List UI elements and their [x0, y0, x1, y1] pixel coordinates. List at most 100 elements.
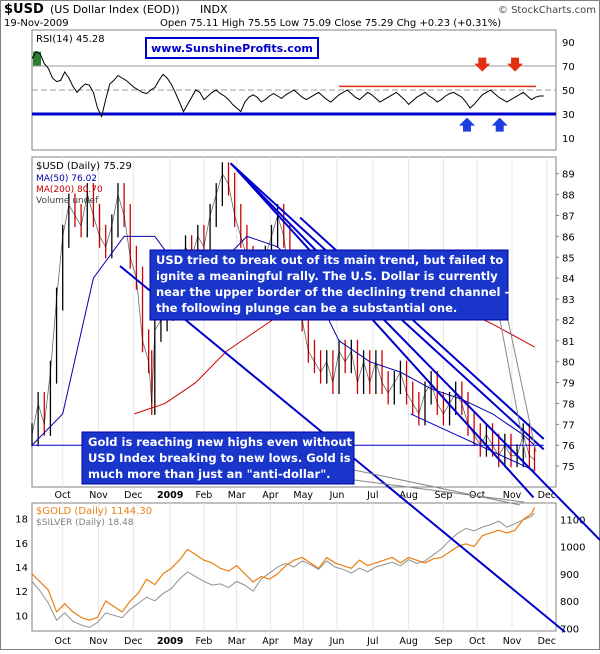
silver-tick-label: 14: [15, 563, 28, 574]
gold-x-label: Apr: [262, 636, 279, 647]
arrow-down-icon: [507, 57, 524, 72]
annotation-bottom-line: USD Index breaking to new lows. Gold is: [88, 451, 351, 465]
price-x-label: Sep: [434, 490, 452, 501]
silver-tick-label: 12: [15, 587, 28, 598]
price-x-label: Feb: [196, 490, 213, 501]
brand-credit: © StockCharts.com: [498, 5, 596, 16]
legend-silver: $SILVER (Daily) 18.48: [36, 518, 134, 528]
price-tick-label: 81: [562, 337, 575, 348]
gold-tick-label: 900: [560, 570, 579, 581]
gold-x-label: Oct: [54, 636, 71, 647]
header-date: 19-Nov-2009: [4, 18, 69, 29]
price-x-label: Aug: [399, 490, 418, 501]
header-symbol: $USD: [4, 2, 44, 17]
annotation-top-line: near the upper border of the declining t…: [156, 285, 509, 299]
price-tick-label: 89: [562, 170, 575, 181]
price-tick-label: 84: [562, 274, 575, 285]
silver-tick-label: 18: [15, 515, 28, 526]
rsi-line: [31, 50, 544, 118]
price-tick-label: 80: [562, 358, 575, 369]
watermark-text: www.SunshineProfits.com: [151, 42, 313, 55]
price-line: [31, 172, 535, 461]
price-x-label: Jul: [366, 490, 378, 501]
header-quote: Open 75.11 High 75.55 Low 75.09 Close 75…: [160, 18, 501, 29]
trend-line-extension: [229, 162, 600, 541]
price-tick-label: 87: [562, 211, 575, 222]
rsi-tick-label: 90: [562, 38, 575, 49]
gold-x-label: Nov: [89, 636, 108, 647]
price-tick-label: 85: [562, 253, 575, 264]
header-exchange: INDX: [200, 3, 228, 16]
gold-tick-label: 700: [560, 624, 579, 635]
price-x-label: Apr: [262, 490, 279, 501]
gold-x-label: Dec: [124, 636, 142, 647]
annotation-bottom-line: much more than just an "anti-dollar".: [88, 467, 331, 481]
price-tick-label: 83: [562, 295, 575, 306]
price-tick-label: 76: [562, 441, 575, 452]
rsi-title: RSI(14) 45.28: [36, 34, 105, 45]
price-x-label: Dec: [124, 490, 142, 501]
gold-tick-label: 1100: [560, 515, 585, 526]
gold-x-label: Mar: [228, 636, 246, 647]
gold-x-label: Dec: [538, 636, 556, 647]
annotation-pointer: [353, 479, 525, 503]
rsi-layer: 10 30 50 70 90: [31, 38, 575, 145]
price-x-label: May: [293, 490, 313, 501]
arrow-up-icon: [491, 117, 508, 132]
rsi-tick-label: 70: [562, 62, 575, 73]
price-x-label: Nov: [89, 490, 108, 501]
silver-tick-label: 16: [15, 539, 28, 550]
gold-layer: 700 800 900 1000 1100 10 12 14 16 18 Oct Nov Dec 2009…: [15, 503, 585, 647]
price-title: $USD (Daily) 75.29: [36, 161, 132, 172]
gold-x-label: Feb: [196, 636, 213, 647]
legend-gold: $GOLD (Daily) 1144.30: [36, 506, 152, 517]
annotation-top-line: the following plunge can be a substantia…: [156, 301, 457, 315]
annotation-bottom-box: [81, 431, 355, 485]
price-tick-label: 79: [562, 379, 575, 390]
gold-line: [31, 507, 536, 621]
watermark-box: [145, 37, 319, 59]
annotation-pointer: [353, 469, 521, 506]
gold-x-label: Jul: [366, 636, 378, 647]
header-name: (US Dollar Index (EOD)): [50, 3, 180, 16]
gold-tick-label: 800: [560, 597, 579, 608]
annotation-bottom: Gold is reaching new highs even without …: [81, 431, 356, 485]
price-x-label: Nov: [503, 490, 522, 501]
price-tick-label: 86: [562, 232, 575, 243]
legend-ma50: MA(50) 76.02: [36, 174, 97, 184]
gold-x-label: Oct: [469, 636, 486, 647]
price-x-label: Jun: [329, 490, 345, 501]
silver-tick-label: 10: [15, 611, 28, 622]
gold-x-label: 2009: [157, 636, 183, 647]
rsi-tick-label: 50: [562, 86, 575, 97]
gold-x-label: Aug: [399, 636, 418, 647]
price-tick-label: 75: [562, 462, 575, 473]
gold-tick-label: 1000: [560, 543, 585, 554]
rsi-tick-label: 30: [562, 110, 575, 121]
price-x-label: Oct: [54, 490, 71, 501]
trend-line: [235, 168, 535, 499]
annotation-top-line: USD tried to break out of its main trend…: [156, 253, 503, 267]
arrow-down-icon: [474, 57, 491, 72]
rsi-tick-label: 10: [562, 134, 575, 145]
arrow-up-icon: [458, 117, 475, 132]
silver-line: [31, 512, 535, 628]
annotation-bottom-text: Gold is reaching new highs even without …: [88, 435, 356, 481]
annotation-pointer: [499, 319, 527, 459]
annotation-pointer: [507, 319, 537, 453]
price-tick-label: 77: [562, 420, 575, 431]
gold-x-label: Sep: [434, 636, 452, 647]
annotation-top-box: [149, 249, 509, 321]
legend-volume: Volume undef: [36, 196, 99, 206]
annotation-top-line: ignite a meaningful rally. The U.S. Doll…: [156, 269, 498, 283]
trend-line: [410, 413, 534, 471]
price-x-label: 2009: [157, 490, 183, 501]
price-tick-label: 88: [562, 191, 575, 202]
price-layer: 75 76 77 78 79 80 81 82 83 84 85 86 87 88 89 Oct Nov Dec 2…: [31, 157, 575, 501]
gold-x-label: May: [293, 636, 313, 647]
rsi-overbought-fill: [33, 51, 41, 66]
gold-x-label: Nov: [503, 636, 522, 647]
price-tick-label: 82: [562, 316, 575, 327]
